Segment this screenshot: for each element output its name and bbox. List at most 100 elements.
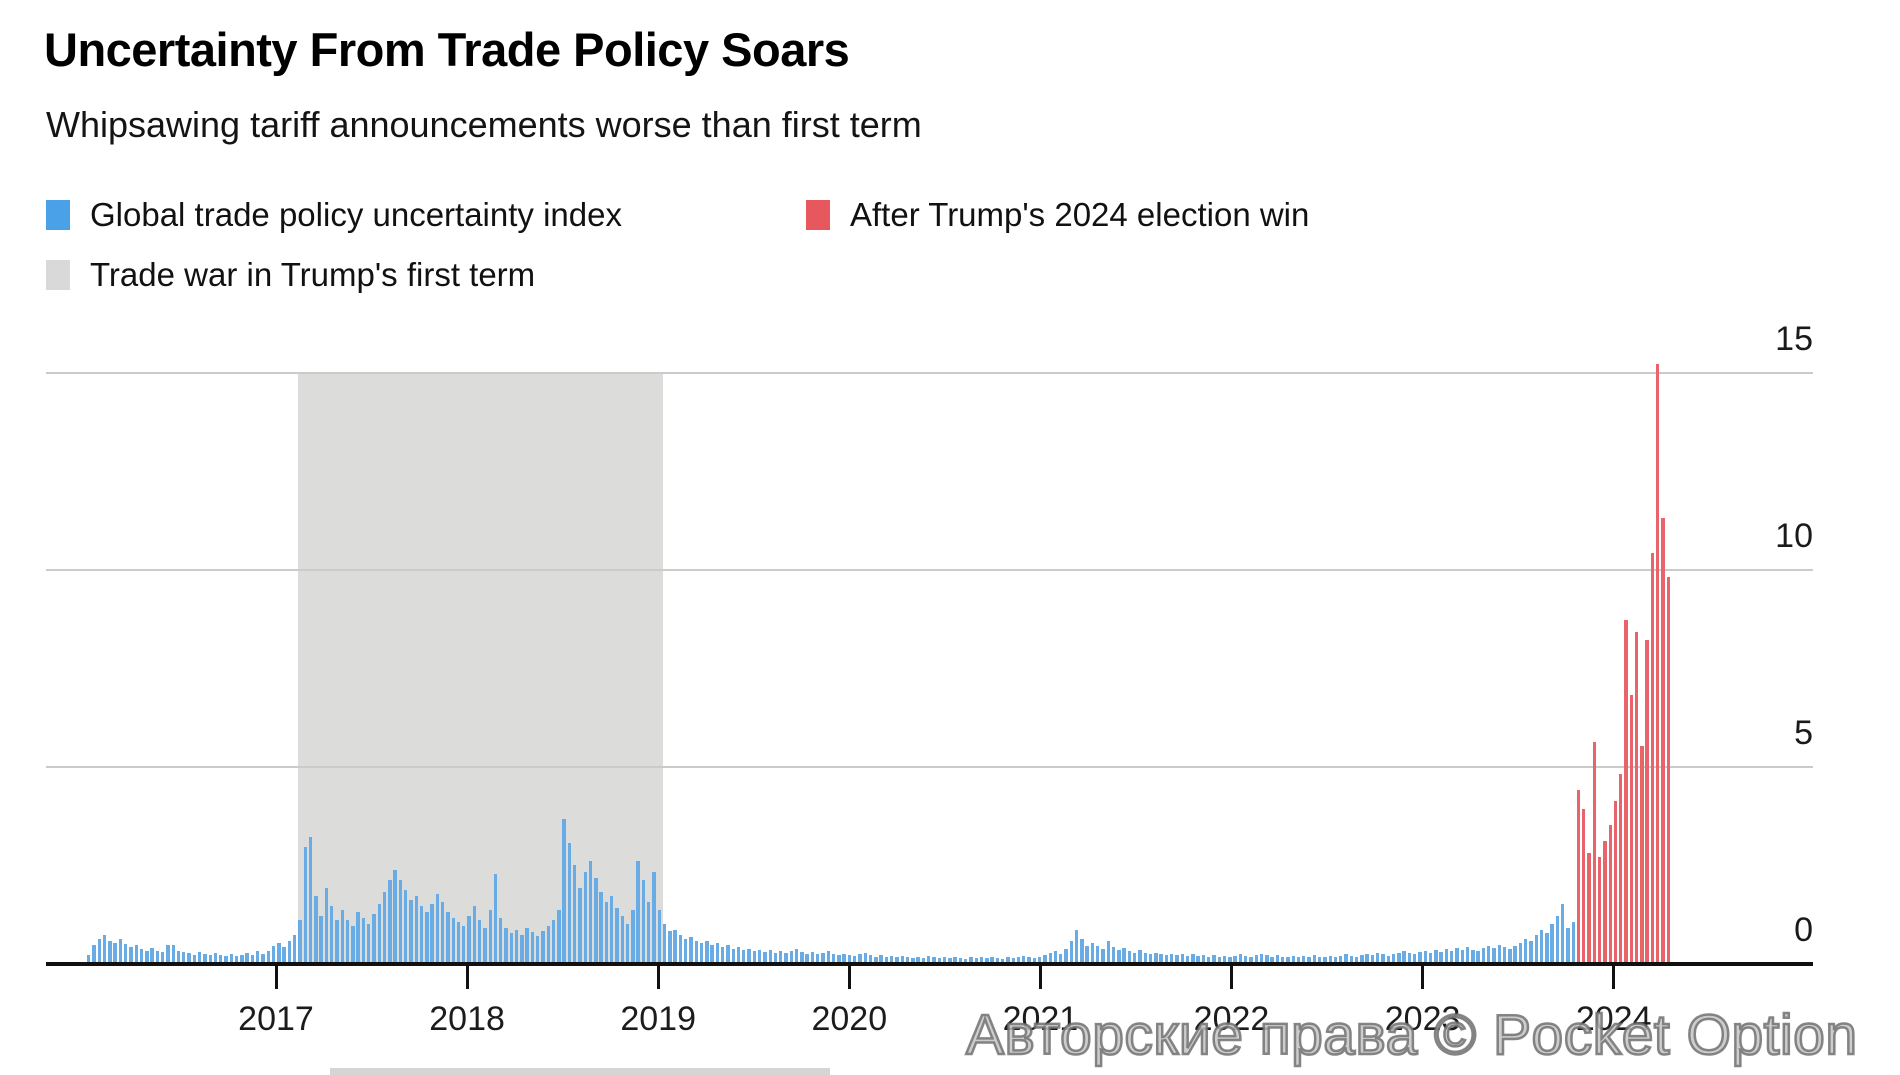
- bar-global-index: [256, 951, 260, 963]
- bar-global-index: [921, 957, 926, 963]
- bar-global-index: [937, 958, 941, 963]
- legend-label: Trade war in Trump's first term: [90, 256, 536, 293]
- bar-global-index: [324, 888, 329, 963]
- bar-global-index: [398, 880, 403, 963]
- bar-global-index: [330, 905, 334, 963]
- bar-global-index: [974, 958, 978, 963]
- bar-global-index: [784, 953, 788, 963]
- bar-global-index: [456, 921, 461, 963]
- bar-global-index: [419, 905, 424, 963]
- bar-global-index: [562, 819, 566, 963]
- x-tick: [465, 966, 469, 989]
- bar-global-index: [403, 890, 408, 963]
- bar-global-index: [1000, 958, 1005, 963]
- bar-global-index: [1154, 952, 1158, 963]
- x-tick: [1038, 966, 1042, 989]
- bar-global-index: [102, 935, 107, 963]
- bar-global-index: [1022, 955, 1026, 963]
- bar-global-index: [1312, 955, 1317, 963]
- bar-global-index: [1370, 955, 1375, 963]
- bar-global-index: [1317, 956, 1322, 963]
- bar-global-index: [757, 949, 762, 963]
- bar-global-index: [208, 955, 212, 963]
- bar-global-index: [1185, 955, 1190, 963]
- legend-swatch-red: [806, 200, 830, 230]
- x-tick: [847, 966, 851, 989]
- bar-global-index: [1566, 927, 1570, 963]
- bar-global-index: [726, 945, 730, 963]
- bar-global-index: [493, 874, 498, 963]
- bar-global-index: [123, 944, 128, 963]
- bar-global-index: [546, 925, 550, 963]
- x-tick-label: 2017: [238, 1000, 314, 1038]
- bar-global-index: [345, 919, 350, 963]
- bar-global-index: [367, 923, 371, 963]
- x-tick: [1230, 966, 1233, 989]
- bar-global-index: [1386, 955, 1390, 963]
- bar-global-index: [1360, 955, 1364, 963]
- x-tick: [1612, 966, 1616, 989]
- bar-global-index: [720, 947, 725, 963]
- bar-global-index: [995, 957, 1000, 963]
- bar-global-index: [1191, 954, 1195, 963]
- bar-global-index: [1487, 945, 1491, 963]
- bar-global-index: [678, 935, 683, 963]
- bar-global-index: [1133, 952, 1137, 963]
- bar-global-index: [1539, 929, 1544, 963]
- bar-global-index: [911, 958, 915, 963]
- x-tick: [274, 966, 278, 989]
- bar-global-index: [1085, 946, 1089, 963]
- bar-global-index: [594, 878, 598, 963]
- cropped-element-strip: [330, 1068, 830, 1075]
- bar-global-index: [1460, 950, 1464, 963]
- bar-after-election: [1656, 364, 1660, 963]
- y-tick-label: 0: [1794, 911, 1813, 949]
- bar-global-index: [847, 955, 852, 963]
- bar-global-index: [166, 945, 170, 963]
- bar-after-election: [1592, 742, 1597, 963]
- bar-global-index: [1201, 955, 1206, 963]
- bar-global-index: [821, 952, 825, 963]
- x-tick-label: 2021: [1002, 1000, 1079, 1038]
- bar-global-index: [625, 923, 630, 963]
- bar-global-index: [615, 907, 619, 963]
- bar-after-election: [1624, 620, 1628, 963]
- bar-global-index: [1471, 949, 1475, 963]
- bar-global-index: [1138, 950, 1142, 963]
- bar-global-index: [1069, 941, 1074, 963]
- bar-global-index: [1333, 957, 1338, 963]
- bar-global-index: [192, 955, 197, 963]
- bar-global-index: [382, 892, 387, 963]
- bar-global-index: [578, 888, 582, 963]
- legend-swatch-gray: [46, 260, 70, 290]
- bar-global-index: [942, 957, 947, 963]
- bar-global-index: [747, 948, 751, 963]
- bar-global-index: [1455, 948, 1459, 963]
- bar-global-index: [1413, 954, 1417, 963]
- bar-global-index: [858, 954, 862, 963]
- bar-global-index: [113, 943, 117, 963]
- bar-global-index: [139, 949, 144, 963]
- bar-global-index: [1534, 935, 1538, 963]
- bar-global-index: [985, 958, 989, 963]
- bar-global-index: [1428, 952, 1433, 963]
- bar-global-index: [92, 945, 96, 963]
- bar-global-index: [1560, 903, 1565, 963]
- bar-global-index: [372, 913, 376, 963]
- bar-global-index: [1381, 954, 1385, 963]
- bar-global-index: [504, 927, 508, 963]
- x-tick-label: 2023: [1384, 1000, 1461, 1038]
- x-axis-line: [46, 962, 1813, 966]
- bar-global-index: [483, 927, 487, 963]
- bar-global-index: [1508, 948, 1512, 963]
- bar-after-election: [1608, 825, 1612, 963]
- bar-global-index: [1545, 933, 1549, 963]
- bar-global-index: [1280, 956, 1285, 963]
- bar-global-index: [145, 951, 149, 963]
- bar-global-index: [668, 931, 672, 963]
- bar-global-index: [1016, 957, 1021, 963]
- bar-after-election: [1582, 809, 1586, 963]
- bar-global-index: [1027, 957, 1031, 963]
- bar-global-index: [710, 945, 714, 963]
